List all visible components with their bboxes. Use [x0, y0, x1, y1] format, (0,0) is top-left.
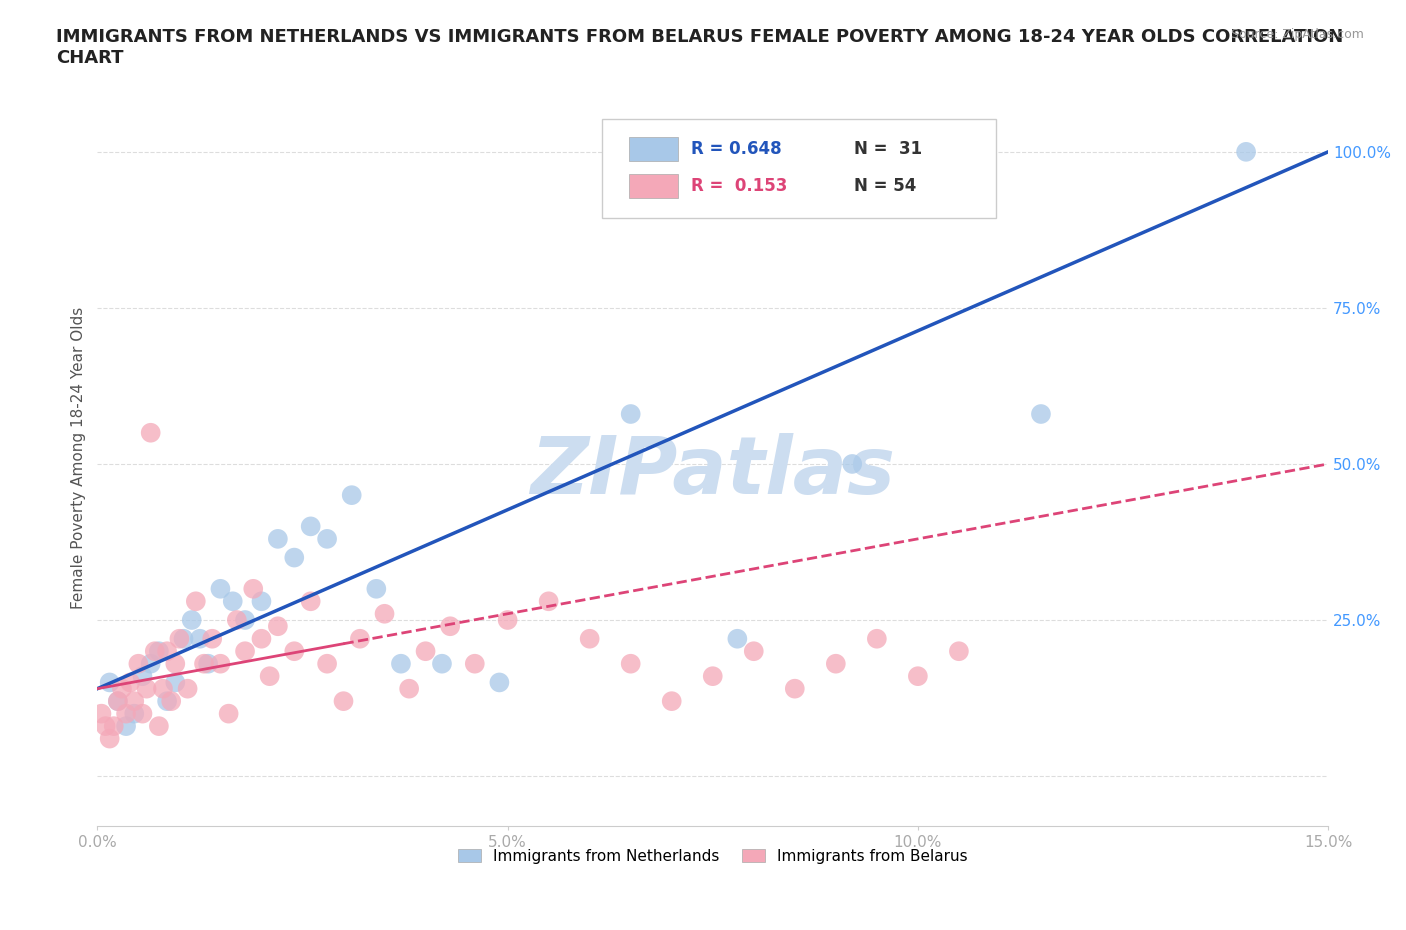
Point	[98, 675, 121, 690]
Text: N =  31: N = 31	[855, 140, 922, 158]
Point	[209, 581, 232, 596]
Point	[250, 594, 273, 609]
Point	[415, 644, 437, 658]
Point	[193, 657, 215, 671]
Point	[316, 531, 339, 546]
Point	[233, 613, 256, 628]
Point	[103, 719, 125, 734]
Point	[283, 644, 305, 658]
Point	[907, 669, 929, 684]
Point	[267, 618, 290, 633]
Point	[201, 631, 224, 646]
Point	[156, 694, 179, 709]
Point	[143, 644, 166, 658]
Point	[90, 706, 112, 721]
Point	[439, 618, 461, 633]
Point	[176, 682, 198, 697]
Point	[124, 706, 146, 721]
Point	[184, 594, 207, 609]
Point	[496, 613, 519, 628]
Point	[233, 644, 256, 658]
Point	[156, 644, 179, 658]
Point	[188, 631, 211, 646]
Point	[537, 594, 560, 609]
Point	[135, 682, 157, 697]
Point	[430, 657, 453, 671]
Point	[148, 719, 170, 734]
Point	[332, 694, 354, 709]
Point	[488, 675, 510, 690]
Point	[120, 675, 142, 690]
Point	[173, 631, 195, 646]
Y-axis label: Female Poverty Among 18-24 Year Olds: Female Poverty Among 18-24 Year Olds	[72, 307, 86, 609]
Point	[948, 644, 970, 658]
Point	[98, 731, 121, 746]
Point	[165, 675, 187, 690]
Point	[127, 657, 149, 671]
Point	[242, 581, 264, 596]
Point	[299, 594, 322, 609]
Point	[250, 631, 273, 646]
Point	[783, 682, 806, 697]
Point	[218, 706, 240, 721]
Text: Source: ZipAtlas.com: Source: ZipAtlas.com	[1230, 28, 1364, 41]
Point	[165, 657, 187, 671]
Point	[366, 581, 388, 596]
Point	[225, 613, 247, 628]
Text: ZIPatlas: ZIPatlas	[530, 433, 896, 512]
Point	[131, 706, 153, 721]
Point	[131, 669, 153, 684]
Text: R =  0.153: R = 0.153	[690, 177, 787, 195]
Point	[111, 682, 134, 697]
Point	[340, 487, 363, 502]
Bar	[628, 174, 678, 198]
Point	[197, 657, 219, 671]
Point	[222, 594, 245, 609]
Point	[620, 406, 643, 421]
Point	[94, 719, 117, 734]
Point	[139, 657, 162, 671]
Legend: Immigrants from Netherlands, Immigrants from Belarus: Immigrants from Netherlands, Immigrants …	[451, 843, 974, 870]
Point	[578, 631, 600, 646]
Point	[148, 644, 170, 658]
Point	[389, 657, 412, 671]
Point	[824, 657, 846, 671]
Point	[620, 657, 643, 671]
Point	[152, 682, 174, 697]
Point	[1029, 406, 1052, 421]
Point	[169, 631, 191, 646]
Point	[209, 657, 232, 671]
Point	[725, 631, 748, 646]
Point	[349, 631, 371, 646]
Point	[115, 719, 138, 734]
Point	[107, 694, 129, 709]
FancyBboxPatch shape	[602, 119, 995, 219]
Point	[866, 631, 889, 646]
Point	[139, 425, 162, 440]
Point	[180, 613, 202, 628]
Point	[299, 519, 322, 534]
Bar	[628, 138, 678, 161]
Point	[124, 694, 146, 709]
Point	[464, 657, 486, 671]
Point	[283, 551, 305, 565]
Point	[702, 669, 724, 684]
Point	[115, 706, 138, 721]
Point	[841, 457, 863, 472]
Point	[107, 694, 129, 709]
Point	[316, 657, 339, 671]
Text: R = 0.648: R = 0.648	[690, 140, 782, 158]
Point	[661, 694, 683, 709]
Text: N = 54: N = 54	[855, 177, 917, 195]
Point	[160, 694, 183, 709]
Point	[373, 606, 395, 621]
Point	[1234, 144, 1257, 159]
Point	[742, 644, 765, 658]
Point	[398, 682, 420, 697]
Point	[259, 669, 281, 684]
Point	[267, 531, 290, 546]
Text: IMMIGRANTS FROM NETHERLANDS VS IMMIGRANTS FROM BELARUS FEMALE POVERTY AMONG 18-2: IMMIGRANTS FROM NETHERLANDS VS IMMIGRANT…	[56, 28, 1344, 67]
